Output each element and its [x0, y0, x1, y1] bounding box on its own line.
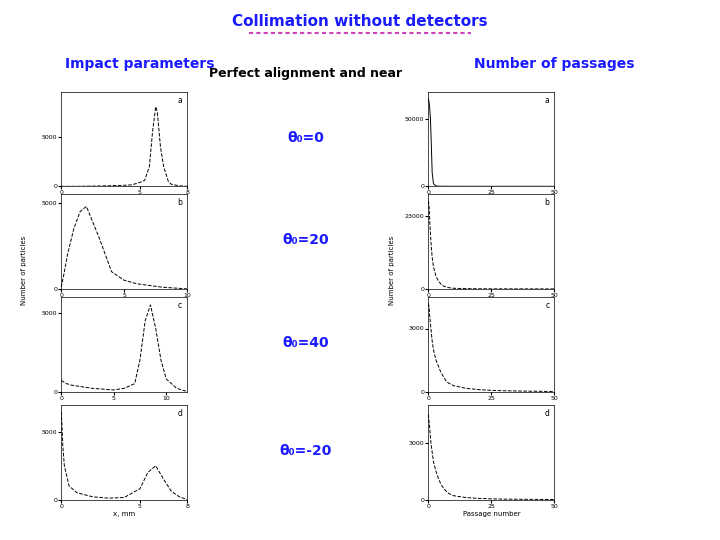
- Text: θ₀=-20: θ₀=-20: [280, 444, 332, 458]
- X-axis label: Passage number: Passage number: [462, 511, 521, 517]
- Text: Number of particles: Number of particles: [21, 235, 27, 305]
- Text: Number of particles: Number of particles: [390, 235, 395, 305]
- Text: d: d: [177, 409, 182, 418]
- Text: Perfect alignment and near: Perfect alignment and near: [210, 68, 402, 80]
- Text: a: a: [177, 96, 182, 105]
- Text: Collimation without detectors: Collimation without detectors: [232, 14, 488, 29]
- Text: Impact parameters: Impact parameters: [65, 57, 215, 71]
- Text: b: b: [544, 198, 549, 207]
- X-axis label: x, mm: x, mm: [113, 511, 135, 517]
- Text: Number of passages: Number of passages: [474, 57, 634, 71]
- Text: a: a: [544, 96, 549, 105]
- Text: c: c: [545, 301, 549, 310]
- Text: d: d: [544, 409, 549, 418]
- Text: b: b: [177, 198, 182, 207]
- Text: c: c: [178, 301, 182, 310]
- Text: θ₀=20: θ₀=20: [283, 233, 329, 247]
- Text: θ₀=40: θ₀=40: [283, 336, 329, 350]
- Text: θ₀=0: θ₀=0: [287, 131, 325, 145]
